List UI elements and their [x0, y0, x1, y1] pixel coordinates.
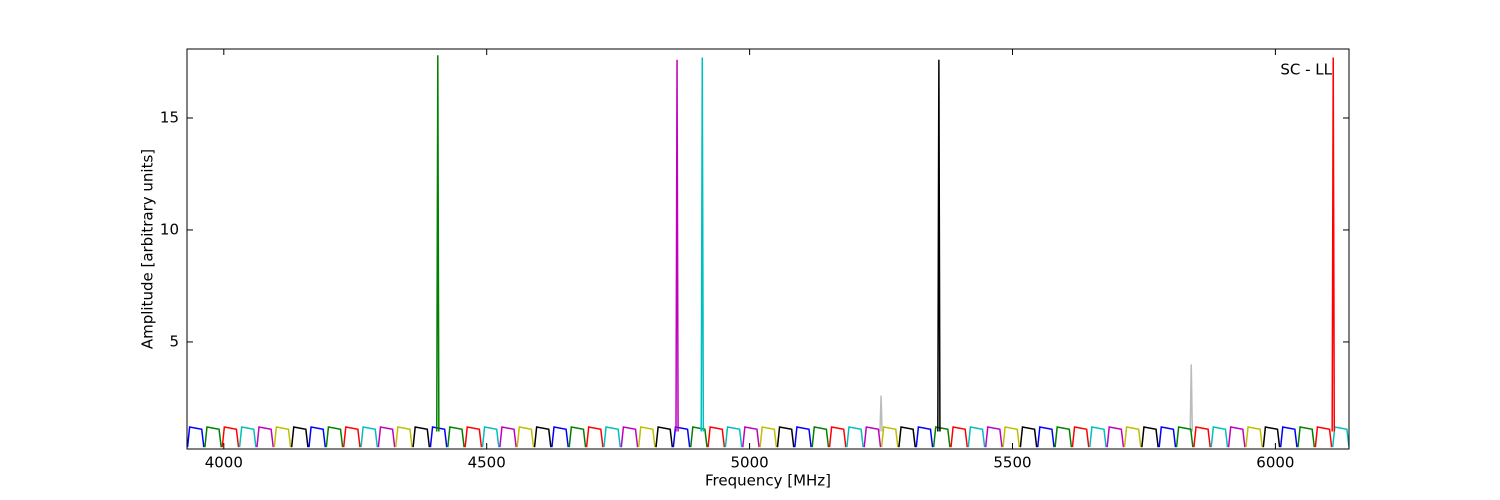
series-line: [238, 426, 1349, 448]
series-line: [700, 57, 705, 432]
x-tick-label: 5500: [993, 454, 1031, 472]
x-tick-label: 4000: [205, 454, 243, 472]
x-tick-label: 4500: [468, 454, 506, 472]
x-axis-label: Frequency [MHz]: [705, 472, 831, 490]
x-tick-label: 5000: [731, 454, 769, 472]
series-line: [204, 426, 1316, 448]
axes-frame: [186, 48, 1350, 450]
series-line: [221, 426, 1333, 448]
series-line: [937, 59, 941, 432]
y-tick-label: 10: [160, 220, 179, 238]
x-tick-label: 6000: [1256, 454, 1294, 472]
series-line: [436, 55, 440, 432]
y-tick-label: 5: [169, 332, 179, 350]
series-line: [273, 426, 1263, 448]
y-tick-label: 15: [160, 108, 179, 126]
annotation: SC - LL: [1280, 61, 1332, 79]
y-axis-label: Amplitude [arbitrary units]: [139, 149, 157, 349]
series-line: [1331, 57, 1336, 432]
series-line: [256, 426, 1246, 448]
series-line: [879, 364, 1194, 432]
plot-area: [187, 55, 1349, 448]
series-line: [675, 59, 679, 432]
series-line: [290, 426, 1281, 448]
